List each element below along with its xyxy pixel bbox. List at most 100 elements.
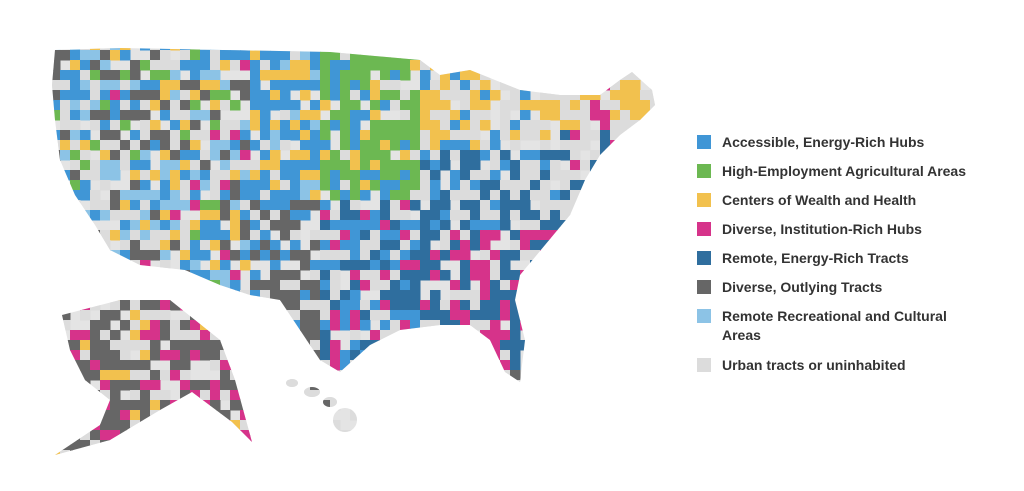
map-tract [580, 210, 591, 221]
map-tract [470, 390, 481, 401]
map-tract [530, 80, 541, 91]
map-tract [70, 240, 81, 251]
map-tract [290, 170, 301, 181]
map-tract [520, 130, 531, 141]
map-tract [110, 330, 121, 341]
map-tract [80, 260, 91, 271]
map-tract [190, 380, 201, 391]
map-tract [230, 140, 241, 151]
map-tract [460, 280, 471, 291]
map-tract [440, 110, 451, 121]
map-tract [640, 250, 651, 261]
map-tract [540, 240, 551, 251]
map-tract [560, 170, 571, 181]
map-tract [140, 270, 151, 281]
map-tract [230, 150, 241, 161]
map-tract [340, 320, 351, 331]
map-tract [340, 310, 351, 321]
map-tract [650, 240, 655, 251]
map-tract [350, 110, 361, 121]
map-tract [80, 150, 91, 161]
map-tract [250, 100, 261, 111]
map-tract [250, 410, 261, 421]
map-tract [460, 270, 471, 281]
map-tract [500, 400, 511, 411]
map-tract [590, 150, 601, 161]
map-tract [160, 80, 171, 91]
map-tract [470, 180, 481, 191]
map-tract [610, 70, 621, 81]
map-tract [500, 460, 511, 471]
map-tract [110, 190, 121, 201]
map-tract [100, 120, 111, 131]
map-tract [640, 140, 651, 151]
map-tract [620, 250, 631, 261]
map-tract [320, 48, 331, 51]
map-tract [640, 230, 651, 241]
map-tract [310, 450, 321, 455]
map-tract [140, 60, 151, 71]
map-tract [270, 48, 281, 51]
map-tract [660, 300, 671, 311]
map-tract [640, 110, 651, 121]
map-tract [240, 310, 251, 321]
map-tract [320, 50, 331, 61]
map-tract [420, 370, 431, 381]
map-tract [230, 290, 241, 301]
map-tract [650, 280, 655, 291]
map-tract [250, 170, 261, 181]
map-tract [480, 350, 491, 361]
map-tract [120, 230, 131, 241]
map-tract [630, 48, 641, 51]
map-tract [620, 380, 631, 391]
map-tract [280, 230, 291, 241]
map-tract [140, 300, 151, 311]
map-tract [660, 340, 671, 351]
map-tract [160, 100, 171, 111]
map-tract [40, 390, 51, 401]
map-tract [560, 410, 571, 421]
map-tract [410, 150, 421, 161]
map-tract [230, 170, 241, 181]
map-tract [630, 80, 641, 91]
map-tract [52, 130, 61, 141]
map-tract [620, 130, 631, 141]
map-tract [350, 340, 361, 351]
map-tract [120, 400, 131, 411]
map-tract [140, 340, 151, 351]
map-tract [600, 280, 611, 291]
map-tract [540, 170, 551, 181]
map-tract [390, 120, 401, 131]
map-tract [230, 280, 241, 291]
map-tract [470, 220, 481, 231]
map-tract [670, 140, 681, 151]
map-tract [670, 120, 681, 131]
map-tract [250, 280, 261, 291]
map-tract [60, 110, 71, 121]
map-tract [530, 240, 541, 251]
map-tract [630, 210, 641, 221]
map-tract [380, 250, 391, 261]
map-tract [260, 430, 271, 441]
map-tract [130, 140, 141, 151]
map-tract [100, 130, 111, 141]
map-tract [180, 430, 191, 441]
map-tract [340, 90, 351, 101]
map-tract [650, 440, 655, 451]
map-tract [470, 90, 481, 101]
map-tract [370, 300, 381, 311]
map-tract [660, 170, 671, 181]
map-tract [390, 50, 401, 61]
map-tract [200, 280, 211, 291]
map-tract [430, 100, 441, 111]
map-tract [380, 150, 391, 161]
map-tract [220, 50, 231, 61]
map-tract [220, 90, 231, 101]
map-tract [550, 60, 561, 71]
map-tract [320, 430, 331, 441]
map-tract [40, 150, 51, 161]
map-tract [390, 350, 401, 361]
map-tract [180, 320, 191, 331]
map-tract [190, 230, 201, 241]
map-tract [600, 140, 611, 151]
